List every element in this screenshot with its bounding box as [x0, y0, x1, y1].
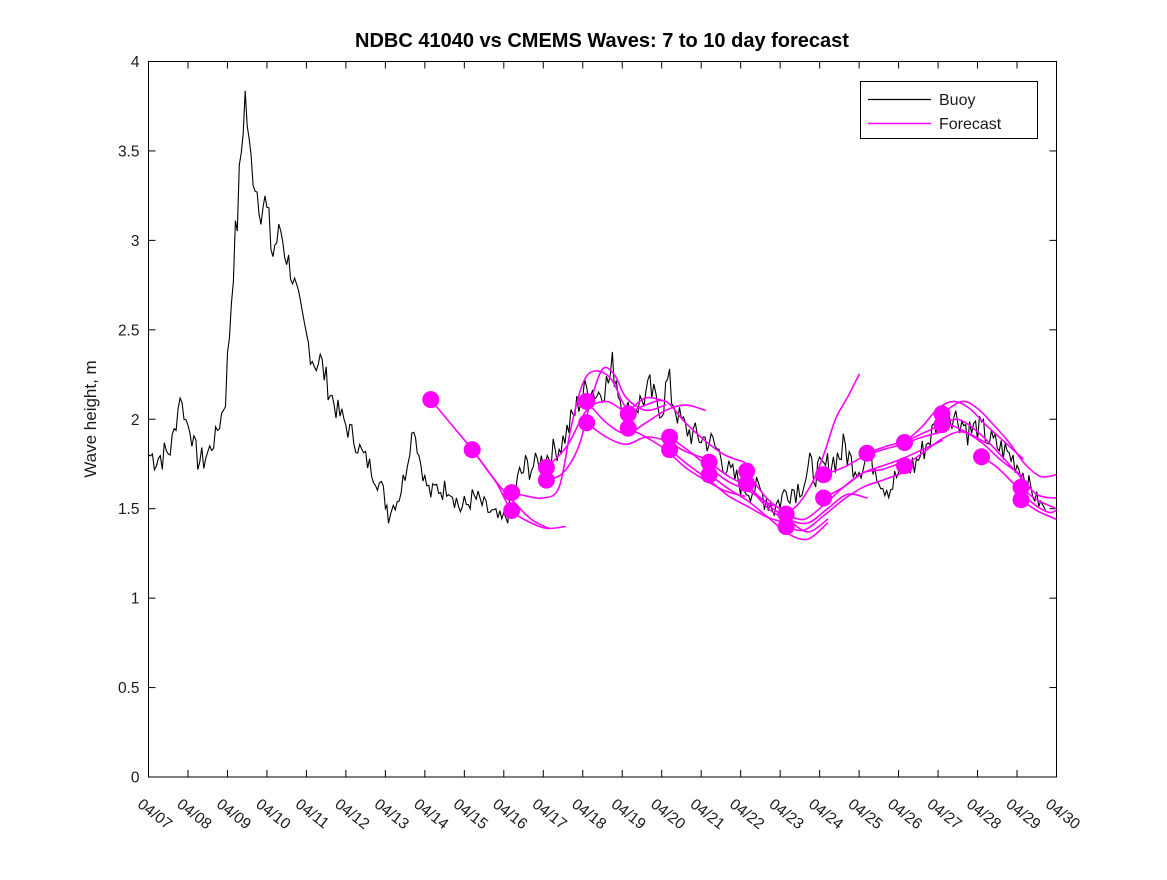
y-tick-label: 1 — [131, 591, 140, 608]
y-tick-label: 4 — [131, 54, 140, 71]
plot-area — [148, 90, 1057, 541]
forecast-start-marker — [537, 471, 555, 489]
forecast-start-marker — [815, 489, 833, 507]
forecast-start-marker — [738, 462, 756, 480]
forecast-markers — [422, 391, 1030, 536]
forecast-curves — [429, 366, 1057, 541]
x-tick-label: 04/19 — [608, 796, 649, 833]
forecast-curve — [708, 473, 829, 541]
legend-forecast-label: Forecast — [939, 116, 1002, 133]
forecast-start-marker — [777, 518, 795, 536]
y-tick-label: 3.5 — [118, 143, 140, 160]
forecast-start-marker — [537, 459, 555, 476]
x-tick-label: 04/09 — [213, 796, 254, 833]
forecast-start-marker — [738, 475, 756, 493]
forecast-curve — [510, 370, 631, 500]
x-tick-label: 04/13 — [371, 796, 412, 833]
x-tick-label: 04/21 — [687, 796, 728, 833]
forecast-start-marker — [503, 502, 521, 519]
forecast-start-marker — [1012, 478, 1030, 496]
forecast-curve — [585, 400, 706, 435]
y-axis-label: Wave height, m — [81, 360, 100, 477]
x-tick-label: 04/30 — [1042, 796, 1083, 834]
forecast-start-marker — [973, 448, 990, 466]
y-tick-label: 1.5 — [118, 501, 140, 518]
x-tick-label: 04/12 — [331, 796, 372, 833]
forecast-start-marker — [578, 392, 596, 410]
buoy-line — [148, 90, 1046, 524]
forecast-curve — [903, 400, 1024, 460]
forecast-curve — [668, 436, 789, 512]
x-tick-label: 04/28 — [963, 796, 1004, 833]
forecast-curve — [822, 431, 943, 476]
y-tick-label: 0 — [131, 770, 140, 787]
forecast-curve — [866, 423, 987, 455]
forecast-curve — [785, 461, 904, 521]
x-tick-label: 04/07 — [134, 796, 175, 833]
forecast-start-marker — [1012, 491, 1030, 509]
forecast-start-marker — [858, 444, 876, 462]
x-tick-label: 04/20 — [647, 796, 688, 834]
forecast-start-marker — [933, 416, 951, 434]
forecast-start-marker — [422, 391, 440, 409]
y-tick-label: 2.5 — [118, 322, 140, 339]
x-tick-label: 04/24 — [805, 796, 846, 834]
forecast-curve — [903, 430, 1024, 478]
x-tick-label: 04/18 — [568, 796, 609, 833]
y-tick-label: 0.5 — [118, 680, 140, 697]
forecast-start-marker — [896, 457, 913, 475]
x-tick-label: 04/16 — [489, 796, 530, 833]
x-tick-label: 04/08 — [174, 796, 215, 833]
forecast-start-marker — [619, 405, 637, 423]
forecast-start-marker — [700, 466, 718, 484]
forecast-curve — [745, 482, 868, 525]
forecast-curve — [822, 439, 943, 499]
forecast-curve — [708, 461, 829, 533]
forecast-start-marker — [661, 428, 679, 446]
forecast-curve — [471, 448, 566, 530]
forecast-start-marker — [777, 505, 795, 523]
x-tick-label: 04/27 — [924, 796, 965, 833]
x-tick-label: 04/22 — [726, 796, 767, 833]
x-tick-label: 04/26 — [884, 796, 925, 833]
forecast-start-marker — [896, 434, 913, 451]
x-tick-label: 04/25 — [845, 796, 886, 833]
y-tick-label: 3 — [131, 233, 140, 250]
x-tick-label: 04/11 — [292, 796, 332, 833]
forecast-curve — [545, 396, 667, 469]
legend-buoy-label: Buoy — [939, 92, 975, 109]
forecast-start-marker — [463, 441, 481, 459]
forecast-curve — [941, 400, 1057, 478]
legend: Buoy Forecast — [860, 81, 1038, 139]
forecast-curve — [627, 399, 746, 463]
forecast-curve — [668, 448, 789, 524]
x-tick-label: 04/17 — [529, 796, 570, 833]
forecast-start-marker — [661, 441, 679, 459]
x-tick-label: 04/23 — [766, 796, 807, 833]
legend-box — [860, 81, 1038, 139]
forecast-curve — [627, 427, 746, 497]
x-tick-label: 04/10 — [252, 796, 293, 834]
forecast-start-marker — [815, 466, 833, 484]
chart-title: NDBC 41040 vs CMEMS Waves: 7 to 10 day f… — [355, 30, 849, 52]
forecast-start-marker — [619, 419, 637, 437]
x-tick-label: 04/15 — [450, 796, 491, 833]
forecast-start-marker — [700, 453, 718, 471]
forecast-curve — [429, 398, 550, 530]
forecast-curve — [785, 472, 904, 532]
forecast-start-marker — [503, 484, 521, 502]
y-tick-label: 2 — [131, 412, 140, 429]
forecast-curve — [941, 418, 1057, 499]
forecast-start-marker — [578, 414, 596, 432]
x-tick-label: 04/29 — [1003, 796, 1044, 833]
forecast-curve — [585, 422, 706, 460]
x-tick-label: 04/14 — [410, 796, 451, 834]
